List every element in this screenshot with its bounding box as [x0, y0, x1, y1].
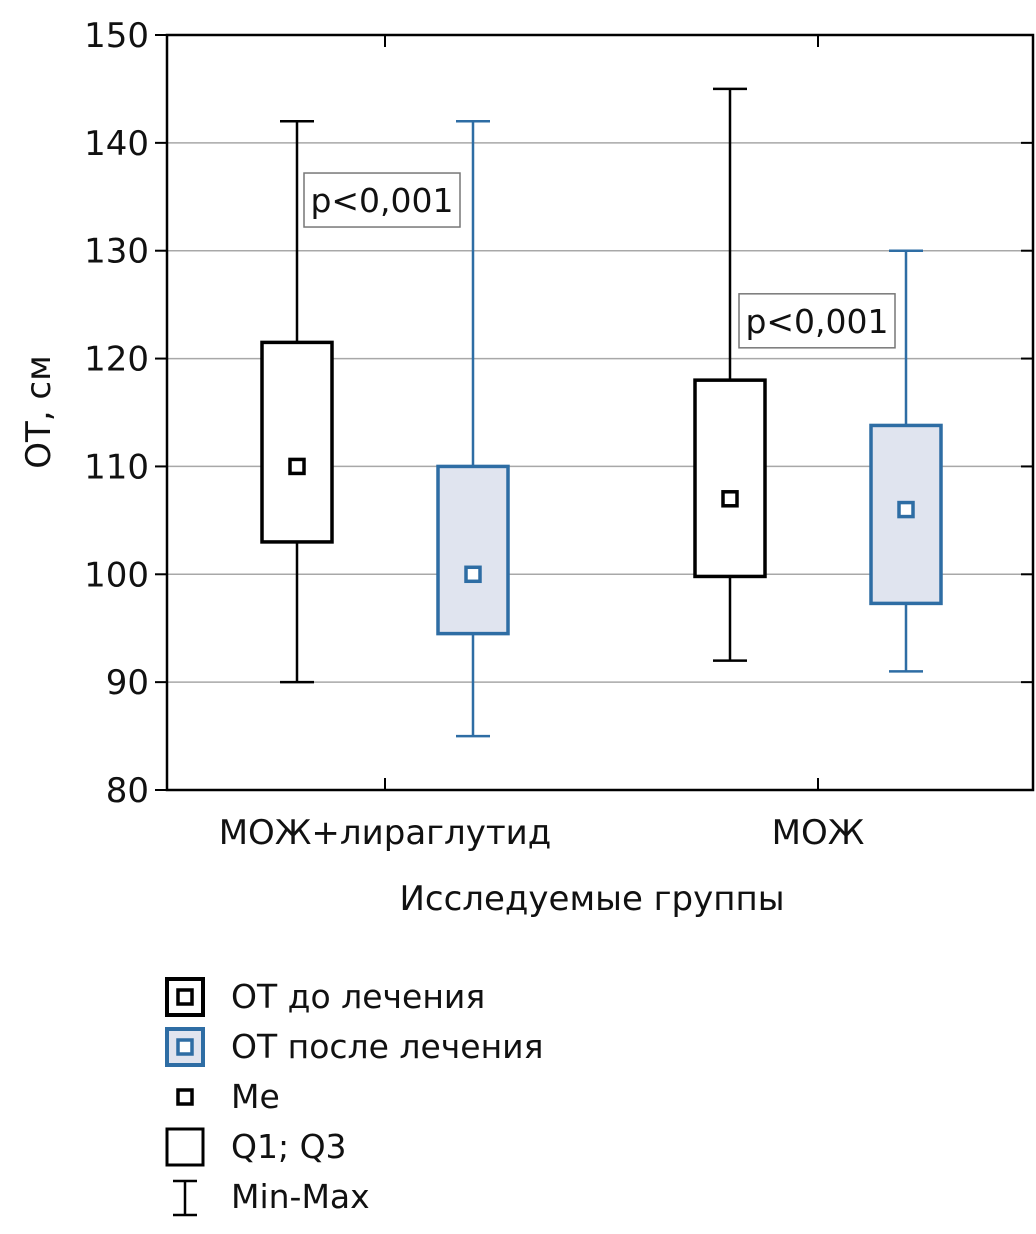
legend-label: ОТ после лечения	[231, 1027, 544, 1066]
p-value-annotation: p<0,001	[738, 293, 896, 349]
y-axis-title: ОТ, см	[19, 355, 59, 469]
boxes	[260, 87, 943, 738]
y-tick-label: 100	[84, 555, 149, 595]
annotation-label: p<0,001	[745, 302, 888, 341]
y-tick-label: 80	[106, 771, 149, 811]
annotation-box	[738, 293, 896, 349]
p-value-annotation: p<0,001	[303, 172, 461, 228]
annotations: p<0,001 p<0,001	[303, 172, 896, 349]
box-before-1	[693, 87, 767, 662]
quartile-box-icon	[165, 1127, 205, 1167]
whisker-icon	[173, 1179, 197, 1217]
quartile-box	[260, 340, 334, 544]
quartile-box	[693, 378, 767, 579]
legend-label: Me	[231, 1077, 280, 1116]
median-marker-icon	[176, 1088, 194, 1106]
median-marker	[288, 457, 306, 476]
plot-frame	[165, 33, 1035, 792]
box-before-0	[260, 120, 334, 684]
annotation-label: p<0,001	[310, 181, 453, 220]
y-tick-label: 110	[84, 447, 149, 487]
y-tick-label: 140	[84, 124, 149, 164]
y-tick-label: 90	[106, 663, 149, 703]
y-tick-label: 130	[84, 232, 149, 272]
x-axis-title: Исследуемые группы	[399, 879, 784, 919]
median-marker	[721, 490, 739, 508]
y-tick-label: 150	[84, 16, 149, 56]
legend-label: Min-Max	[231, 1177, 370, 1216]
box-after-1	[869, 249, 943, 673]
box-after-0	[436, 120, 510, 738]
median-marker	[464, 565, 482, 584]
blue-box-with-median-icon	[165, 1027, 205, 1067]
legend-label: Q1; Q3	[231, 1127, 347, 1166]
y-axis: 80 90 100 110 120 130 140 150	[84, 16, 1033, 811]
quartile-box	[436, 464, 510, 636]
legend-label: ОТ до лечения	[231, 977, 486, 1016]
y-tick-label: 120	[84, 340, 149, 380]
box-with-median-icon	[165, 977, 205, 1017]
x-tick-label: МОЖ+лираглутид	[219, 813, 552, 853]
x-axis: МОЖ+лираглутид МОЖ	[219, 35, 865, 853]
x-tick-label: МОЖ	[772, 813, 865, 853]
annotation-box	[303, 172, 461, 228]
median-marker	[897, 500, 915, 519]
